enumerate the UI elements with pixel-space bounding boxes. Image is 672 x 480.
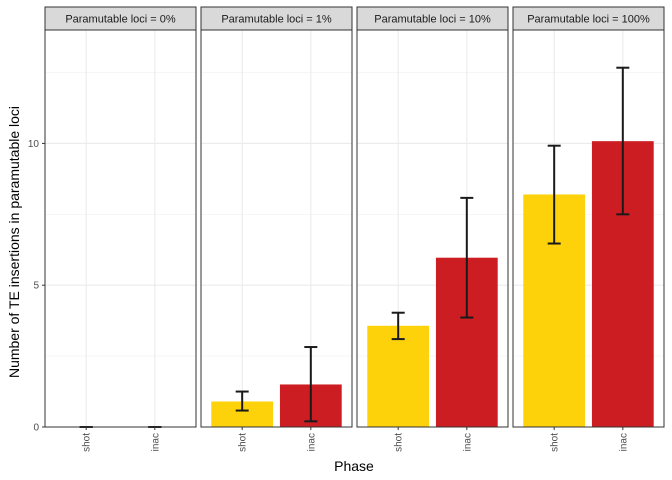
facet-panel: Paramutable loci = 10% shot inac (356, 6, 509, 452)
panel-background (45, 30, 196, 427)
y-tick-label: 0 (33, 423, 39, 434)
panel-border (44, 29, 197, 428)
x-tick-label: shot (82, 433, 93, 452)
facet-strip-label: Paramutable loci = 0% (65, 14, 176, 26)
error-bar (616, 66, 630, 216)
y-tick-label: 5 (33, 281, 39, 292)
error-bar (391, 311, 405, 341)
x-axis-title: Phase (334, 458, 374, 474)
error-bar (460, 196, 474, 319)
facet-strip-label: Paramutable loci = 1% (221, 14, 332, 26)
facet-panel: Paramutable loci = 1% shot inac (200, 6, 353, 452)
facet-panel: Paramutable loci = 100% shot inac (512, 6, 665, 452)
y-tick-label: 10 (28, 139, 40, 150)
panel-background (201, 30, 352, 427)
y-axis-title: Number of TE insertions in paramutable l… (6, 106, 22, 378)
panel-border (512, 29, 665, 428)
x-tick-label: shot (394, 433, 405, 452)
error-bar (304, 346, 318, 423)
error-bar (547, 144, 561, 245)
x-tick-label: inac (618, 433, 629, 451)
x-tick-label: inac (306, 433, 317, 451)
panel-border (200, 29, 353, 428)
x-tick-label: shot (238, 433, 249, 452)
bar-shot (367, 325, 430, 427)
x-tick-label: inac (462, 433, 473, 451)
x-tick-label: inac (150, 433, 161, 451)
facet-panel: Paramutable loci = 0% shot inac (44, 6, 197, 452)
facet-strip-label: Paramutable loci = 10% (374, 14, 491, 26)
panel-border (356, 29, 509, 428)
x-tick-label: shot (550, 433, 561, 452)
facet-strip-label: Paramutable loci = 100% (527, 14, 650, 26)
error-bar (235, 390, 249, 412)
